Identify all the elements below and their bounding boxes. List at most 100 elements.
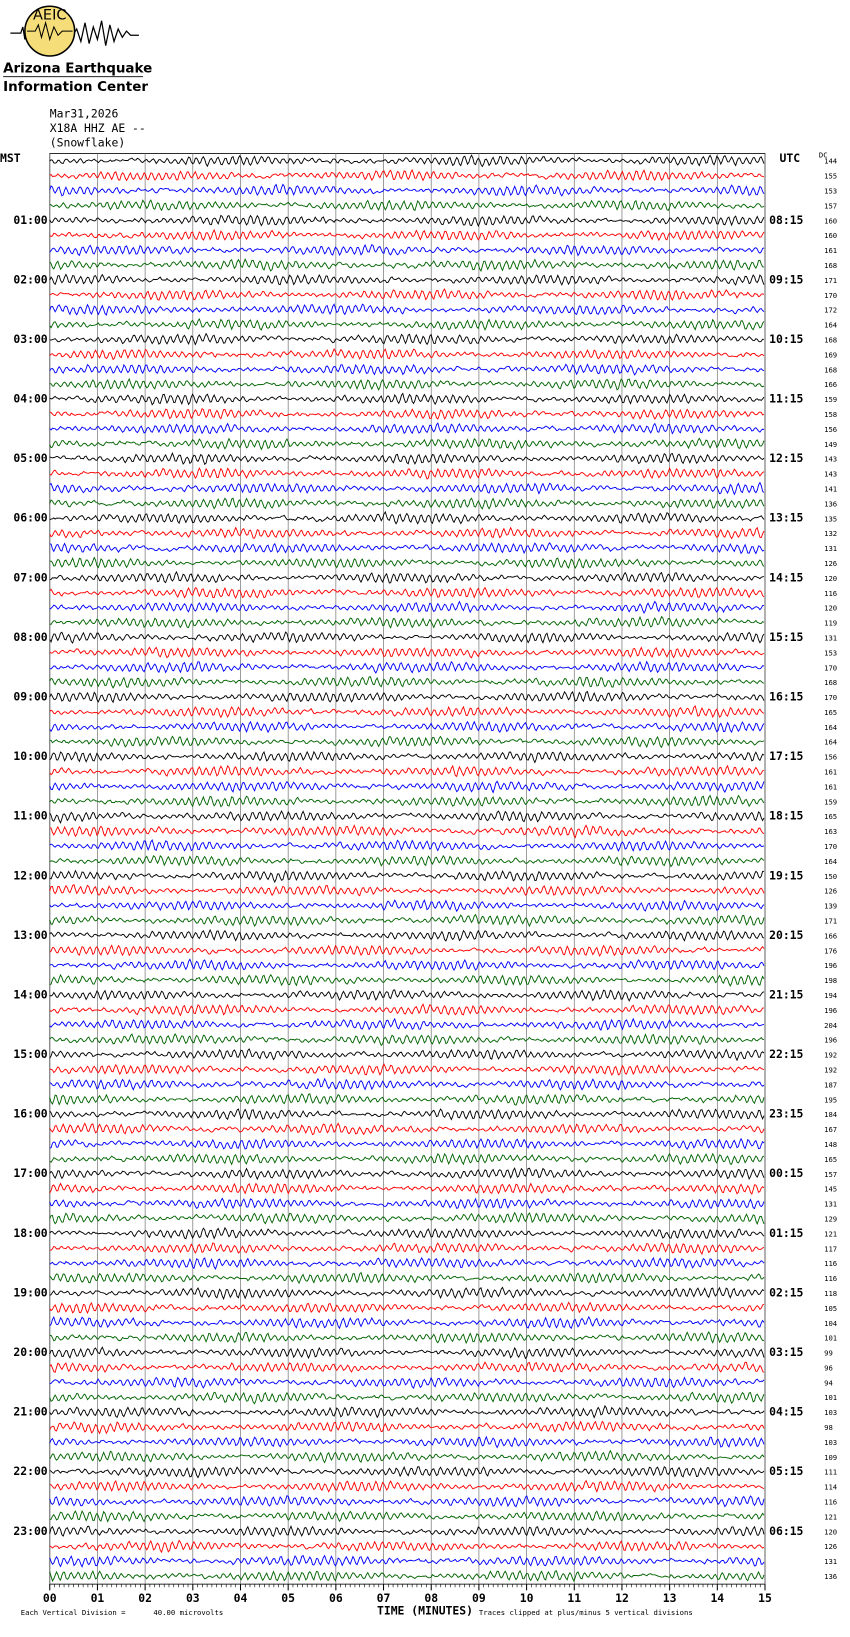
dc-offset: 143 [824, 455, 837, 464]
right-time-label: 14:15 [769, 570, 803, 584]
station: X18A HHZ AE -- [50, 121, 146, 135]
trace [49, 407, 765, 420]
dc-offset: 143 [824, 470, 837, 479]
dc-offset: 136 [824, 1572, 837, 1581]
dc-offset: 135 [824, 514, 837, 523]
dc-offset: 160 [824, 231, 837, 240]
dc-offset: 132 [824, 529, 837, 538]
x-tick-label: 04 [234, 1591, 248, 1605]
dc-offset: 168 [824, 678, 837, 687]
right-time-label: 00:15 [769, 1166, 803, 1180]
left-time-label: 17:00 [13, 1166, 47, 1180]
dc-offset: 129 [824, 1214, 837, 1223]
location: (Snowflake) [50, 136, 125, 150]
logo: AEIC Arizona Earthquake Information Cent… [3, 5, 152, 95]
trace [49, 1539, 765, 1554]
dc-offset: 168 [824, 261, 837, 270]
dc-offset: 126 [824, 887, 837, 896]
right-time-label: 10:15 [769, 332, 803, 346]
dc-offset: 121 [824, 1229, 837, 1238]
dc-offset: 109 [824, 1453, 837, 1462]
trace [49, 243, 765, 257]
right-time-label: 12:15 [769, 451, 803, 465]
trace [49, 854, 765, 868]
dc-offset: 136 [824, 499, 837, 508]
date: Mar31,2026 [50, 107, 119, 121]
dc-offset: 170 [824, 663, 837, 672]
trace [49, 1449, 765, 1464]
right-time-label: 21:15 [769, 987, 803, 1001]
trace [49, 392, 765, 406]
trace [49, 586, 765, 599]
dc-offset: 103 [824, 1408, 837, 1417]
dc-offset: 144 [824, 157, 838, 166]
dc-offset: 155 [824, 172, 837, 181]
left-time-label: 05:00 [13, 451, 47, 465]
trace [49, 1346, 765, 1360]
dc-offset: 192 [824, 1065, 837, 1074]
dc-offset: 157 [824, 201, 837, 210]
dc-offset: 101 [824, 1393, 837, 1402]
dc-offset: 164 [824, 723, 838, 732]
dc-offset: 168 [824, 365, 837, 374]
trace [49, 780, 765, 794]
trace [49, 214, 765, 228]
org-name: Arizona Earthquake [3, 60, 152, 76]
trace [49, 631, 765, 644]
dc-offset: 104 [824, 1319, 838, 1328]
dc-offset: 126 [824, 559, 837, 568]
trace [49, 570, 765, 584]
dc-offset: 172 [824, 306, 837, 315]
dc-offset: 101 [824, 1334, 837, 1343]
x-tick-label: 00 [43, 1591, 57, 1605]
dc-offset: 150 [824, 872, 837, 881]
trace [49, 720, 765, 734]
right-time-label: 22:15 [769, 1047, 803, 1061]
trace [49, 377, 765, 391]
dc-offset: 164 [824, 738, 838, 747]
clip-note: Traces clipped at plus/minus 5 vertical … [479, 1608, 693, 1617]
trace [49, 1137, 765, 1150]
trace [49, 764, 765, 778]
trace [49, 1510, 765, 1523]
dc-offset: 158 [824, 410, 837, 419]
dc-offset: 170 [824, 291, 837, 300]
left-time-label: 02:00 [13, 272, 47, 286]
dc-offset: 156 [824, 425, 837, 434]
trace [49, 735, 765, 749]
trace [49, 1570, 765, 1583]
trace [49, 1286, 765, 1301]
dc-offset: 164 [824, 857, 838, 866]
trace [49, 810, 765, 825]
trace [49, 1404, 765, 1419]
trace [49, 1391, 765, 1405]
right-time-label: 01:15 [769, 1226, 803, 1240]
right-time-label: 08:15 [769, 213, 803, 227]
trace [49, 600, 764, 615]
dc-offset: 149 [824, 440, 837, 449]
dc-offset: 167 [824, 1125, 837, 1134]
trace [49, 510, 765, 525]
trace [49, 1197, 765, 1210]
trace [49, 1524, 765, 1537]
trace [49, 1315, 765, 1330]
dc-offset: 131 [824, 633, 837, 642]
dc-offset: 111 [824, 1468, 837, 1477]
org-name: Information Center [3, 79, 148, 95]
dc-offset: 131 [824, 1557, 837, 1566]
trace [49, 958, 765, 972]
left-time-label: 08:00 [13, 630, 47, 644]
dc-offset: 165 [824, 1155, 837, 1164]
left-time-label: 19:00 [13, 1285, 47, 1299]
left-time-label: 11:00 [13, 809, 47, 823]
left-time-label: 13:00 [13, 928, 47, 942]
trace [49, 1182, 765, 1195]
trace [49, 1256, 765, 1271]
trace [49, 1003, 764, 1017]
trace [49, 913, 765, 928]
left-time-label: 06:00 [13, 511, 47, 525]
x-tick-label: 14 [710, 1591, 724, 1605]
dc-offset: 169 [824, 350, 837, 359]
dc-offset: 117 [824, 1244, 837, 1253]
